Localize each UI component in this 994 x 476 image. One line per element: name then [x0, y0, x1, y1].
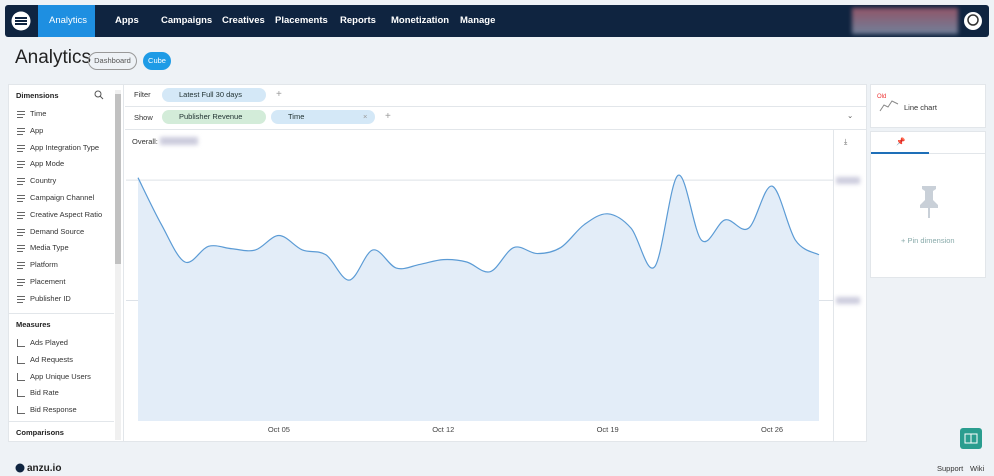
section-title: Dimensions — [16, 91, 59, 100]
badge: Old — [877, 94, 887, 100]
nav-bar: Analytics Apps Campaigns Creatives Placement… — [5, 5, 989, 37]
scrollbar — [115, 90, 121, 440]
measure[interactable]: Bid Response — [16, 404, 77, 417]
expand[interactable]: ⌄ — [847, 111, 854, 120]
tick-blur — [836, 297, 860, 304]
section-title: Comparisons — [16, 428, 64, 437]
nav-item[interactable]: Campaigns — [161, 15, 213, 26]
show-chip[interactable]: Time — [271, 110, 375, 124]
measure[interactable]: Ads Played — [16, 337, 68, 349]
page-title: Analytics — [15, 47, 92, 68]
sidebar: Dimensions Time App App Integration Type App… — [8, 84, 124, 442]
pin-card: 📌 + Pin dimension — [870, 131, 986, 278]
footer-logo — [15, 463, 25, 473]
overall-label: Overall: — [132, 137, 158, 146]
measure[interactable]: Bid Rate — [16, 387, 59, 400]
avatar[interactable] — [963, 11, 983, 31]
dimension[interactable]: Placement — [16, 276, 66, 288]
pin-icon — [920, 186, 938, 218]
pin-tab[interactable]: 📌 — [896, 137, 906, 146]
download[interactable]: ⤓ — [844, 137, 848, 146]
chart-type-card[interactable]: Old Line chart — [870, 84, 986, 128]
dimension[interactable]: Creative Aspect Ratio — [16, 208, 103, 221]
dimension[interactable]: Time — [16, 108, 47, 120]
dimension[interactable]: Platform — [16, 259, 58, 272]
dimension[interactable]: Demand Source — [16, 225, 85, 238]
nav-item[interactable]: Analytics — [38, 5, 95, 37]
section-title: Measures — [16, 320, 51, 329]
footer-link[interactable]: Wiki — [970, 464, 985, 473]
show-label: Show — [134, 113, 153, 122]
x-tick-label: Oct 19 — [597, 425, 619, 434]
add-filter[interactable]: + — [276, 89, 282, 100]
search-icon[interactable] — [94, 90, 104, 100]
dimension[interactable]: Campaign Channel — [16, 192, 95, 204]
pin-action[interactable]: + Pin dimension — [901, 236, 955, 245]
dimension[interactable]: App Mode — [16, 158, 65, 171]
x-tick-label: Oct 26 — [761, 425, 783, 434]
area — [138, 175, 819, 421]
dimension[interactable]: Media Type — [16, 242, 69, 255]
tick-blur — [836, 177, 860, 184]
user-blur — [852, 8, 958, 34]
pin-text[interactable]: Pin dimension — [907, 236, 955, 245]
tab[interactable]: Dashboard — [88, 52, 137, 70]
remove-chip[interactable]: × — [363, 112, 368, 121]
nav-item[interactable]: Reports — [340, 15, 376, 26]
overall-blur — [160, 137, 198, 145]
filter-chip[interactable]: Latest Full 30 days — [162, 88, 266, 102]
nav-item[interactable]: Monetization — [391, 15, 450, 26]
x-tick-label: Oct 05 — [268, 425, 290, 434]
chart-type: Line chart — [904, 103, 937, 112]
nav-item[interactable]: Apps — [115, 15, 139, 26]
measure[interactable]: App Unique Users — [16, 370, 91, 383]
nav-item[interactable]: Manage — [460, 15, 496, 26]
add-show[interactable]: + — [385, 111, 391, 122]
tab[interactable]: Cube — [143, 52, 171, 70]
nav-item[interactable]: Placements — [275, 15, 328, 26]
nav-item[interactable]: Creatives — [222, 15, 265, 26]
dimension[interactable]: App — [16, 124, 44, 137]
x-tick-label: Oct 12 — [432, 425, 454, 434]
measure[interactable]: Ad Requests — [16, 353, 73, 366]
wiki-button[interactable] — [960, 428, 982, 449]
filter-label: Filter — [134, 90, 151, 99]
dimension[interactable]: Country — [16, 175, 57, 188]
show-chip[interactable]: Publisher Revenue — [162, 110, 266, 124]
brand: anzu.io — [27, 463, 62, 474]
dimension[interactable]: App Integration Type — [16, 141, 100, 154]
line — [137, 174, 820, 281]
dimension[interactable]: Publisher ID — [16, 292, 71, 305]
logo — [11, 11, 31, 31]
footer-link[interactable]: Support — [937, 464, 964, 473]
